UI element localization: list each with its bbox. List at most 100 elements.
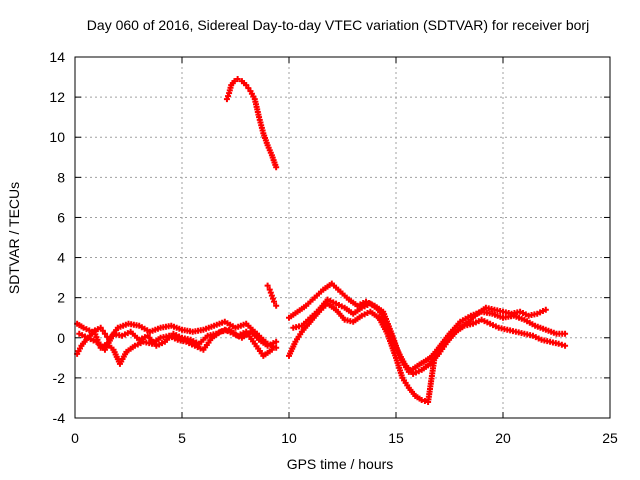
- data-trail: [545, 327, 557, 336]
- data-trail: [121, 330, 131, 338]
- data-trail: [459, 314, 472, 324]
- data-trail: [422, 356, 432, 364]
- data-trail: [421, 397, 428, 404]
- data-trail: [226, 84, 234, 94]
- data-trail: [156, 340, 166, 348]
- data-trail: [416, 360, 425, 368]
- data-point: [264, 282, 271, 289]
- y-axis-title: SDTVAR / TECUs: [6, 182, 22, 294]
- data-trail: [300, 316, 312, 327]
- data-trail: [203, 323, 215, 332]
- data-trail: [322, 282, 333, 292]
- data-trail: [414, 394, 423, 402]
- y-tick-label: 8: [57, 169, 65, 185]
- data-point: [273, 302, 280, 309]
- data-point: [555, 340, 562, 347]
- data-trail: [511, 309, 521, 317]
- y-tick-label: 6: [57, 209, 65, 225]
- data-trail: [269, 295, 276, 302]
- data-trail: [407, 386, 417, 397]
- data-trail: [287, 341, 298, 357]
- data-trail: [437, 341, 449, 355]
- y-tick-label: 4: [57, 250, 65, 266]
- data-trail: [113, 331, 123, 339]
- data-trail: [313, 288, 325, 299]
- data-trail: [296, 304, 307, 314]
- data-trail: [181, 335, 191, 343]
- data-trail: [412, 368, 422, 376]
- data-trail: [190, 338, 200, 346]
- data-trail: [76, 322, 85, 330]
- data-point: [273, 338, 280, 345]
- data-trail: [253, 343, 265, 357]
- data-trail: [464, 321, 474, 329]
- data-trail: [198, 334, 209, 345]
- data-trail: [181, 327, 194, 335]
- data-point: [101, 330, 108, 337]
- data-trail: [541, 337, 551, 345]
- data-trail: [556, 330, 566, 337]
- data-trail: [267, 340, 277, 348]
- data-trail: [194, 344, 204, 352]
- data-trail: [103, 333, 116, 351]
- data-trail: [300, 320, 312, 333]
- data-trail: [305, 296, 316, 307]
- data-point: [231, 78, 238, 85]
- data-trail: [481, 318, 491, 326]
- data-trail: [224, 320, 236, 330]
- data-trail: [146, 334, 158, 347]
- data-point: [271, 298, 278, 305]
- data-trail: [401, 377, 411, 389]
- data-trail: [490, 322, 499, 330]
- data-trail: [515, 329, 525, 337]
- data-trail: [160, 323, 172, 331]
- data-trail: [293, 323, 302, 331]
- y-tick-label: -2: [53, 370, 66, 386]
- data-point: [562, 330, 569, 337]
- data-point: [243, 82, 250, 89]
- y-tick-label: 14: [49, 49, 65, 65]
- data-trail: [262, 348, 273, 358]
- data-trail: [502, 309, 512, 317]
- data-trail: [99, 327, 106, 334]
- data-trail: [128, 321, 140, 329]
- data-point: [273, 344, 280, 351]
- data-trail: [352, 314, 363, 324]
- data-trail: [485, 305, 495, 313]
- data-trail: [309, 308, 320, 319]
- data-trail: [149, 325, 161, 334]
- y-tick-label: 2: [57, 290, 65, 306]
- data-trail: [237, 330, 247, 338]
- data-trail: [83, 326, 93, 334]
- data-trail: [519, 310, 529, 318]
- data-trail: [467, 312, 479, 323]
- data-trail: [258, 338, 269, 348]
- grid-lines: [75, 57, 610, 418]
- data-trail: [357, 300, 367, 308]
- data-trail: [235, 321, 247, 330]
- data-trail: [481, 309, 493, 317]
- data-trail: [394, 347, 407, 365]
- series-track-d: [223, 76, 280, 171]
- data-trail: [79, 332, 88, 340]
- data-trail: [138, 324, 151, 334]
- data-trail: [224, 328, 234, 336]
- data-trail: [524, 331, 534, 339]
- data-trail: [420, 362, 432, 372]
- x-tick-label: 0: [71, 430, 79, 446]
- plot-frame: [74, 56, 611, 419]
- data-trail: [528, 311, 538, 319]
- data-trail: [534, 323, 547, 332]
- data-trail: [446, 330, 458, 343]
- data-trail: [428, 352, 441, 365]
- data-trail: [216, 328, 225, 336]
- series-track-g: [286, 300, 549, 405]
- data-trail: [326, 302, 337, 312]
- chart-title: Day 060 of 2016, Sidereal Day-to-day VTE…: [87, 17, 589, 33]
- data-trail: [476, 306, 487, 316]
- data-trail: [139, 334, 148, 342]
- y-tick-label: -4: [53, 410, 66, 426]
- data-trail: [507, 327, 516, 335]
